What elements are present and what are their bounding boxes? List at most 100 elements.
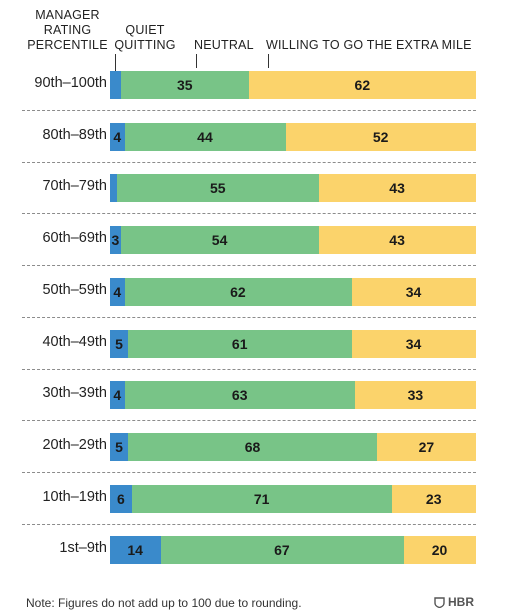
row-divider: [22, 213, 476, 214]
row-label: 40th–49th: [42, 334, 107, 350]
chart-row: 80th–89th 4 44 52: [0, 113, 509, 163]
row-label: 30th–39th: [42, 385, 107, 401]
stacked-bar: 6 71 23: [110, 485, 476, 513]
value-label-quiet-quitting: 14: [127, 542, 143, 558]
value-label-neutral: 71: [253, 491, 270, 507]
stacked-bar: 14 67 20: [110, 536, 476, 564]
value-label-neutral: 61: [231, 336, 248, 352]
value-label-neutral: 55: [209, 180, 226, 196]
bar-segment-neutral: [120, 71, 250, 99]
brand-logo: HBR: [434, 595, 474, 609]
row-label: 70th–79th: [42, 178, 107, 194]
chart-row: 40th–49th 5 61 34: [0, 320, 509, 370]
stacked-bar: 5 61 34: [110, 330, 476, 358]
row-divider: [22, 317, 476, 318]
value-label-quiet-quitting: 5: [115, 336, 123, 352]
chart-row: 10th–19th 6 71 23: [0, 475, 509, 525]
legend-quiet-quitting: QUIET QUITTING: [114, 23, 176, 53]
value-label-quiet-quitting: 4: [113, 129, 122, 145]
value-label-willing: 43: [389, 180, 405, 196]
bar-segment-quiet-quitting: [110, 71, 121, 99]
footnote: Note: Figures do not add up to 100 due t…: [26, 596, 302, 610]
row-divider: [22, 369, 476, 370]
bar-segment-willing: [377, 433, 476, 461]
brand-name: HBR: [448, 595, 474, 609]
stacked-bar: 4 63 33: [110, 381, 476, 409]
value-label-willing: 33: [407, 387, 424, 403]
row-axis-title-line-1: MANAGER: [35, 8, 100, 22]
value-label-willing: 62: [354, 77, 371, 93]
chart-row: 20th–29th 5 68 27: [0, 423, 509, 473]
bar-segment-willing: [351, 330, 476, 358]
row-axis-title: MANAGER RATING PERCENTILE: [20, 8, 115, 53]
stacked-bar: 4 44 52: [110, 123, 476, 151]
row-divider: [22, 420, 476, 421]
bar-segment-willing: [249, 71, 476, 99]
bar-segment-willing: [403, 536, 476, 564]
legend-quiet-quitting-line-2: QUITTING: [114, 38, 176, 52]
bar-segment-quiet-quitting: [110, 485, 132, 513]
stacked-bar: 4 62 34: [110, 278, 476, 306]
legend-willing: WILLING TO GO THE EXTRA MILE: [266, 38, 472, 52]
row-divider: [22, 472, 476, 473]
value-label-neutral: 35: [177, 77, 193, 93]
shield-icon: [434, 596, 445, 608]
quiet-quitting-leader-line: [115, 54, 116, 80]
bar-segment-neutral: [124, 381, 356, 409]
bar-segment-willing: [285, 123, 476, 151]
legend-neutral: NEUTRAL: [194, 38, 254, 52]
stacked-bar: 25543: [110, 174, 476, 202]
stacked-bar: 5 68 27: [110, 433, 476, 461]
bar-segment-neutral: [124, 123, 286, 151]
bar-segment-neutral: [124, 278, 352, 306]
row-label: 20th–29th: [42, 437, 107, 453]
value-label-willing: 23: [425, 491, 442, 507]
value-label-willing: 27: [418, 439, 435, 455]
bar-segment-quiet-quitting: [110, 123, 125, 151]
bar-segment-quiet-quitting: [110, 381, 125, 409]
bar-segment-neutral: [131, 485, 392, 513]
value-label-willing: 34: [405, 284, 422, 300]
bar-segment-quiet-quitting: [110, 174, 118, 202]
bar-segment-willing: [391, 485, 476, 513]
bar-segment-quiet-quitting: [110, 226, 121, 254]
value-label-willing: 43: [389, 232, 405, 248]
value-label-neutral: 54: [211, 232, 228, 248]
value-label-quiet-quitting: 4: [113, 284, 122, 300]
row-label: 60th–69th: [42, 230, 107, 246]
row-label: 10th–19th: [42, 489, 107, 505]
row-divider: [22, 524, 476, 525]
chart-row: 30th–39th 4 63 33: [0, 371, 509, 421]
bar-segment-willing: [355, 381, 476, 409]
bar-segment-neutral: [128, 330, 352, 358]
value-label-willing: 52: [372, 129, 389, 145]
chart-row: 1st–9th 14 67 20: [0, 526, 509, 576]
value-label-quiet-quitting: 3: [111, 232, 120, 248]
bar-segment-neutral: [128, 433, 378, 461]
value-label-neutral: 67: [274, 542, 290, 558]
bar-segment-neutral: [117, 174, 319, 202]
row-axis-title-line-2: RATING: [43, 23, 92, 37]
stacked-bar: 3 54 43: [110, 226, 476, 254]
willing-leader-line: [268, 54, 269, 68]
bar-segment-quiet-quitting: [110, 278, 125, 306]
bar-segment-quiet-quitting: [110, 330, 129, 358]
row-axis-title-line-3: PERCENTILE: [27, 38, 108, 52]
value-label-quiet-quitting: 6: [116, 491, 125, 507]
row-divider: [22, 162, 476, 163]
value-label-quiet-quitting: 5: [115, 439, 123, 455]
value-label-neutral: 68: [244, 439, 261, 455]
value-label-neutral: 63: [231, 387, 248, 403]
row-label: 50th–59th: [42, 282, 107, 298]
chart-row: 60th–69th 3 54 43: [0, 216, 509, 266]
value-label-willing: 20: [431, 542, 448, 558]
bar-segment-neutral: [120, 226, 319, 254]
value-label-neutral: 62: [230, 284, 246, 300]
bar-segment-willing: [318, 226, 476, 254]
neutral-leader-line: [196, 54, 197, 68]
row-label: 1st–9th: [59, 540, 107, 556]
value-label-quiet-quitting: 4: [113, 387, 122, 403]
row-label: 80th–89th: [42, 127, 107, 143]
